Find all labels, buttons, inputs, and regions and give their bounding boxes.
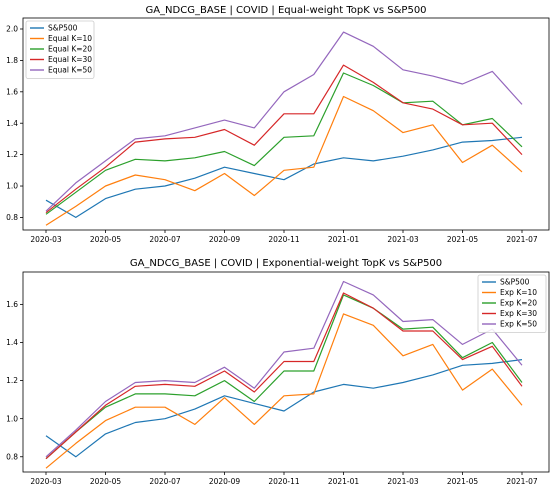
series-line-exp-k-30 bbox=[45, 292, 523, 460]
x-tick-label: 2020-05 bbox=[90, 235, 122, 244]
y-tick-label: 1.6 bbox=[6, 87, 18, 96]
x-tick-label: 2020-07 bbox=[149, 477, 181, 486]
x-axis: 2020-03 2020-05 2020-07 2020-09 2020-11 2021-… bbox=[30, 230, 538, 244]
series-line-exp-k-10 bbox=[45, 313, 523, 469]
x-tick-label: 2020-09 bbox=[209, 235, 241, 244]
legend-label: Exp K=50 bbox=[500, 320, 537, 329]
y-tick-label: 1.6 bbox=[6, 300, 18, 309]
series-line-s-p500 bbox=[45, 136, 523, 218]
legend-label: Equal K=10 bbox=[48, 34, 92, 43]
legend-label: S&P500 bbox=[500, 278, 530, 287]
x-tick-label: 2021-03 bbox=[387, 235, 419, 244]
chart-title: GA_NDCG_BASE | COVID | Equal-weight TopK… bbox=[145, 5, 426, 16]
y-tick-label: 0.8 bbox=[6, 452, 18, 461]
x-tick-label: 2021-07 bbox=[506, 477, 538, 486]
x-tick-label: 2021-03 bbox=[387, 477, 419, 486]
series-line-equal-k-10 bbox=[45, 95, 523, 226]
series-lines bbox=[45, 31, 523, 226]
series-line-equal-k-20 bbox=[45, 72, 523, 215]
y-tick-label: 1.2 bbox=[6, 376, 18, 385]
chart-equal-weight: GA_NDCG_BASE | COVID | Equal-weight TopK… bbox=[6, 5, 550, 244]
legend-box bbox=[477, 274, 547, 333]
legend-label: Equal K=20 bbox=[48, 45, 92, 54]
chart-title: GA_NDCG_BASE | COVID | Exponential-weigh… bbox=[130, 258, 442, 269]
y-tick-label: 2.0 bbox=[6, 25, 18, 34]
legend-label: Exp K=10 bbox=[500, 288, 537, 297]
x-tick-label: 2020-03 bbox=[30, 477, 62, 486]
plot-area bbox=[22, 271, 550, 473]
y-tick-label: 1.2 bbox=[6, 150, 18, 159]
x-tick-label: 2021-07 bbox=[506, 235, 538, 244]
y-tick-label: 1.0 bbox=[6, 182, 18, 191]
x-tick-label: 2021-01 bbox=[328, 235, 360, 244]
x-tick-label: 2021-01 bbox=[328, 477, 360, 486]
x-tick-label: 2020-11 bbox=[268, 477, 300, 486]
chart-exponential-weight: GA_NDCG_BASE | COVID | Exponential-weigh… bbox=[6, 258, 550, 486]
x-tick-label: 2021-05 bbox=[447, 235, 479, 244]
x-tick-label: 2020-11 bbox=[268, 235, 300, 244]
x-tick-label: 2020-07 bbox=[149, 235, 181, 244]
y-tick-label: 1.0 bbox=[6, 414, 18, 423]
x-tick-label: 2020-09 bbox=[209, 477, 241, 486]
x-tick-label: 2020-03 bbox=[30, 235, 62, 244]
legend-label: Exp K=20 bbox=[500, 299, 537, 308]
series-line-s-p500 bbox=[45, 359, 523, 458]
x-axis: 2020-03 2020-05 2020-07 2020-09 2020-11 2021-… bbox=[30, 472, 538, 486]
legend-label: Exp K=30 bbox=[500, 309, 537, 318]
legend-label: S&P500 bbox=[48, 24, 78, 33]
y-tick-label: 1.8 bbox=[6, 56, 18, 65]
y-tick-label: 1.4 bbox=[6, 338, 18, 347]
legend-label: Equal K=50 bbox=[48, 66, 92, 75]
series-lines bbox=[45, 280, 523, 469]
series-line-exp-k-50 bbox=[45, 280, 523, 458]
y-tick-label: 1.4 bbox=[6, 119, 18, 128]
legend-box bbox=[25, 20, 95, 79]
x-tick-label: 2020-05 bbox=[90, 477, 122, 486]
x-tick-label: 2021-05 bbox=[447, 477, 479, 486]
series-line-equal-k-50 bbox=[45, 31, 523, 212]
y-axis: 0.8 1.0 1.2 1.4 1.6 bbox=[6, 300, 23, 461]
y-axis: 0.8 1.0 1.2 1.4 1.6 1.8 2.0 bbox=[6, 25, 23, 222]
series-line-exp-k-20 bbox=[45, 294, 523, 460]
series-line-equal-k-30 bbox=[45, 64, 523, 214]
y-tick-label: 0.8 bbox=[6, 213, 18, 222]
legend-label: Equal K=30 bbox=[48, 55, 92, 64]
